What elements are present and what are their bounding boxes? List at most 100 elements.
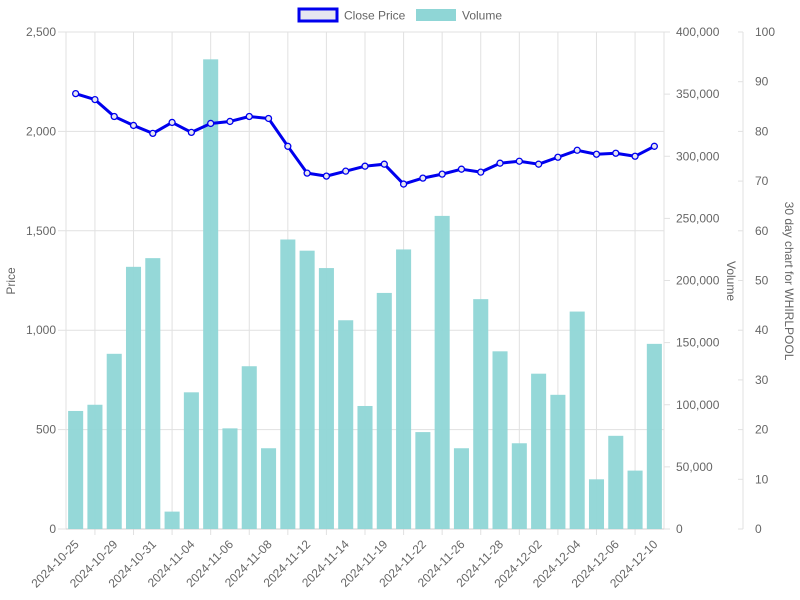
volume-tick-label: 200,000 [676,274,720,288]
close-price-point [245,112,253,121]
close-price-point [168,118,176,127]
close-price-point [322,172,331,180]
price-tick-label: 1,000 [26,323,56,337]
close-price-point [110,112,118,121]
price-axis-title: Price [4,267,18,295]
volume-tick-label: 400,000 [676,25,720,39]
volume-bar [261,448,277,529]
volume-tick-label: 300,000 [676,149,720,163]
volume-bar [376,292,392,529]
volume-bar [87,404,103,529]
close-price-point [554,153,562,161]
right-tick-label: 70 [755,174,769,188]
volume-bar [646,343,662,529]
volume-bar [473,299,489,529]
volume-tick-label: 100,000 [676,398,720,412]
close-price-point [303,169,311,177]
volume-tick-label: 0 [676,522,683,536]
volume-tick-label: 150,000 [676,336,720,350]
volume-bar [531,373,547,529]
right-tick-label: 50 [755,274,769,288]
volume-axis-title: Volume [724,261,738,301]
close-price-point [592,150,601,158]
volume-bar [68,410,84,529]
volume-bar [183,392,199,529]
right-tick-label: 60 [755,224,769,238]
right-tick-label: 30 [755,373,769,387]
close-price-point [380,160,388,168]
volume-bar [627,470,643,529]
close-price-point [361,162,369,170]
volume-bar [145,258,161,529]
close-price-point [342,167,350,175]
legend-swatch-volume[interactable] [416,9,456,21]
volume-bar [415,432,431,529]
volume-bar [588,479,605,529]
close-price-point [457,165,466,173]
volume-bar [106,353,122,529]
legend[interactable]: Close Price Volume [297,7,502,23]
volume-tick-label: 250,000 [676,211,720,225]
volume-bar [550,394,566,529]
price-tick-label: 1,500 [26,224,56,238]
close-price-line [71,89,659,188]
close-price-point [650,142,659,150]
close-price-point [264,114,273,123]
close-price-point [477,168,485,176]
right-tick-label: 20 [755,423,769,437]
legend-swatch-close-price[interactable] [297,7,339,23]
volume-bar [453,448,469,529]
volume-bar [357,405,373,529]
right-axis-title: 30 day chart for WHIRLPOOL [782,202,796,361]
volume-bar [125,266,142,529]
price-tick-label: 500 [36,423,56,437]
legend-label-volume[interactable]: Volume [462,9,502,23]
volume-bar [492,351,508,529]
volume-bar [569,311,585,529]
volume-bars [68,59,662,530]
close-price-point [496,159,504,167]
price-tick-label: 2,500 [26,25,56,39]
close-price-point [631,152,639,160]
close-price-point [91,95,99,104]
close-price-point [71,89,80,98]
price-tick-label: 2,000 [26,124,56,138]
close-price-point [129,121,138,130]
right-tick-label: 80 [755,124,769,138]
close-price-point [187,128,196,137]
close-price-point [515,157,523,165]
volume-tick-label: 350,000 [676,87,720,101]
close-price-point [399,180,408,188]
right-tick-label: 90 [755,75,769,89]
volume-bar [299,250,315,529]
volume-tick-label: 50,000 [676,460,713,474]
volume-bar [203,59,219,530]
volume-bar [396,249,412,529]
close-price-point [612,149,620,157]
right-tick-label: 100 [755,25,775,39]
close-price-point [149,129,157,138]
right-tick-label: 40 [755,323,769,337]
close-price-point [419,174,427,182]
close-price-point [438,170,446,178]
close-price-point [573,146,581,154]
close-price-point [207,119,215,128]
volume-bar [222,428,238,529]
volume-bar [608,435,624,529]
volume-bar [434,215,450,529]
close-price-point [226,117,234,126]
volume-bar [241,366,257,529]
right-tick-label: 0 [755,522,762,536]
close-price-point [284,142,292,150]
axes: 05001,0001,5002,0002,500050,000100,00015… [26,25,775,591]
volume-bar [318,268,334,529]
close-price-point [534,160,543,168]
volume-bar [511,443,527,529]
right-tick-label: 10 [755,472,769,486]
legend-label-close-price[interactable]: Close Price [344,9,406,23]
price-tick-label: 0 [49,522,56,536]
volume-bar [164,511,180,529]
volume-bar [280,239,296,529]
volume-bar [338,320,354,529]
